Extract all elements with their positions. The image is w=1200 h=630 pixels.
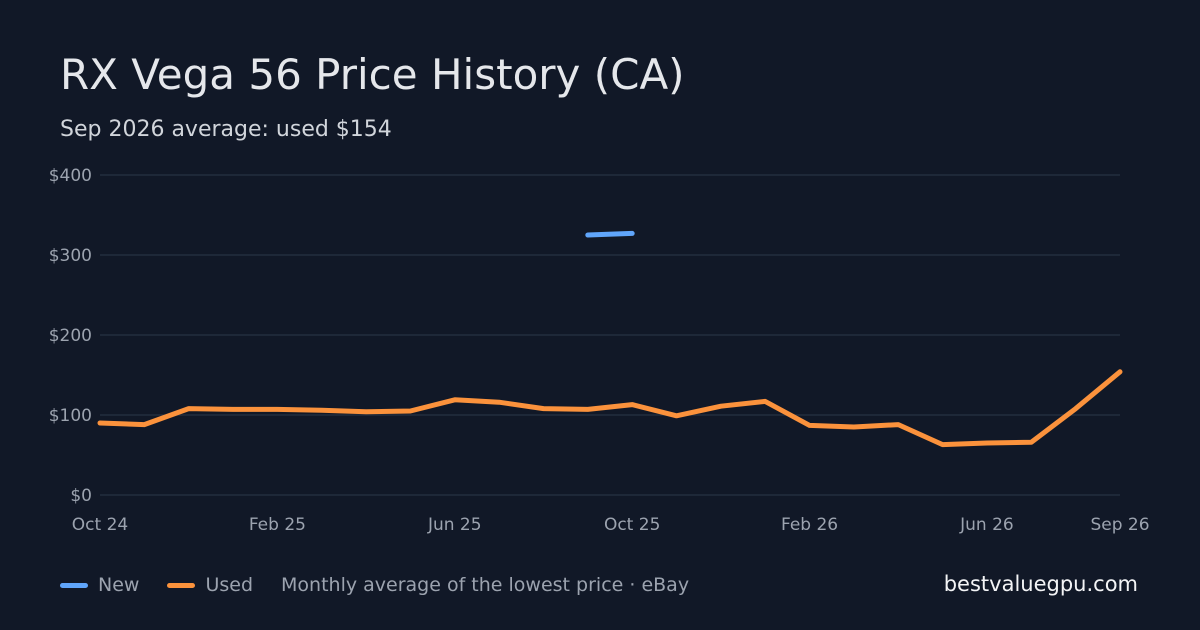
x-axis-ticks: Oct 24 Feb 25 Jun 25 Oct 25 Feb 26 Jun 26 Sep …	[72, 515, 1150, 535]
series-lines	[97, 230, 1123, 448]
source-note: Monthly average of the lowest price · eB…	[281, 574, 690, 596]
y-tick-label: $100	[49, 406, 92, 426]
chart-subtitle: Sep 2026 average: used $154	[60, 117, 392, 142]
x-tick-label: Jun 25	[427, 515, 482, 535]
y-tick-label: $300	[49, 246, 92, 266]
legend-swatch-used	[167, 582, 196, 588]
site-brand: bestvaluegpu.com	[943, 572, 1138, 596]
legend-item-used: Used	[167, 574, 253, 596]
chart-title: RX Vega 56 Price History (CA)	[60, 50, 685, 99]
grid	[100, 174, 1120, 496]
x-tick-label: Jun 26	[959, 515, 1014, 535]
x-tick-label: Oct 24	[72, 515, 128, 535]
legend-swatch-new	[60, 582, 88, 588]
y-tick-label: $0	[70, 486, 92, 506]
series-line-new	[585, 230, 635, 238]
x-tick-label: Feb 26	[781, 515, 838, 535]
x-tick-label: Oct 25	[604, 515, 660, 535]
y-tick-label: $200	[49, 326, 92, 346]
series-line-used	[97, 369, 1123, 448]
legend-item-new: New	[60, 574, 139, 596]
x-tick-label: Sep 26	[1090, 515, 1149, 535]
legend-label-new: New	[98, 574, 140, 596]
y-tick-label: $400	[49, 166, 92, 186]
legend-label-used: Used	[205, 574, 254, 596]
x-tick-label: Feb 25	[249, 515, 306, 535]
legend: New Used Monthly average of the lowest p…	[60, 574, 689, 596]
y-axis-ticks: $0 $100 $200 $300 $400	[49, 166, 92, 506]
